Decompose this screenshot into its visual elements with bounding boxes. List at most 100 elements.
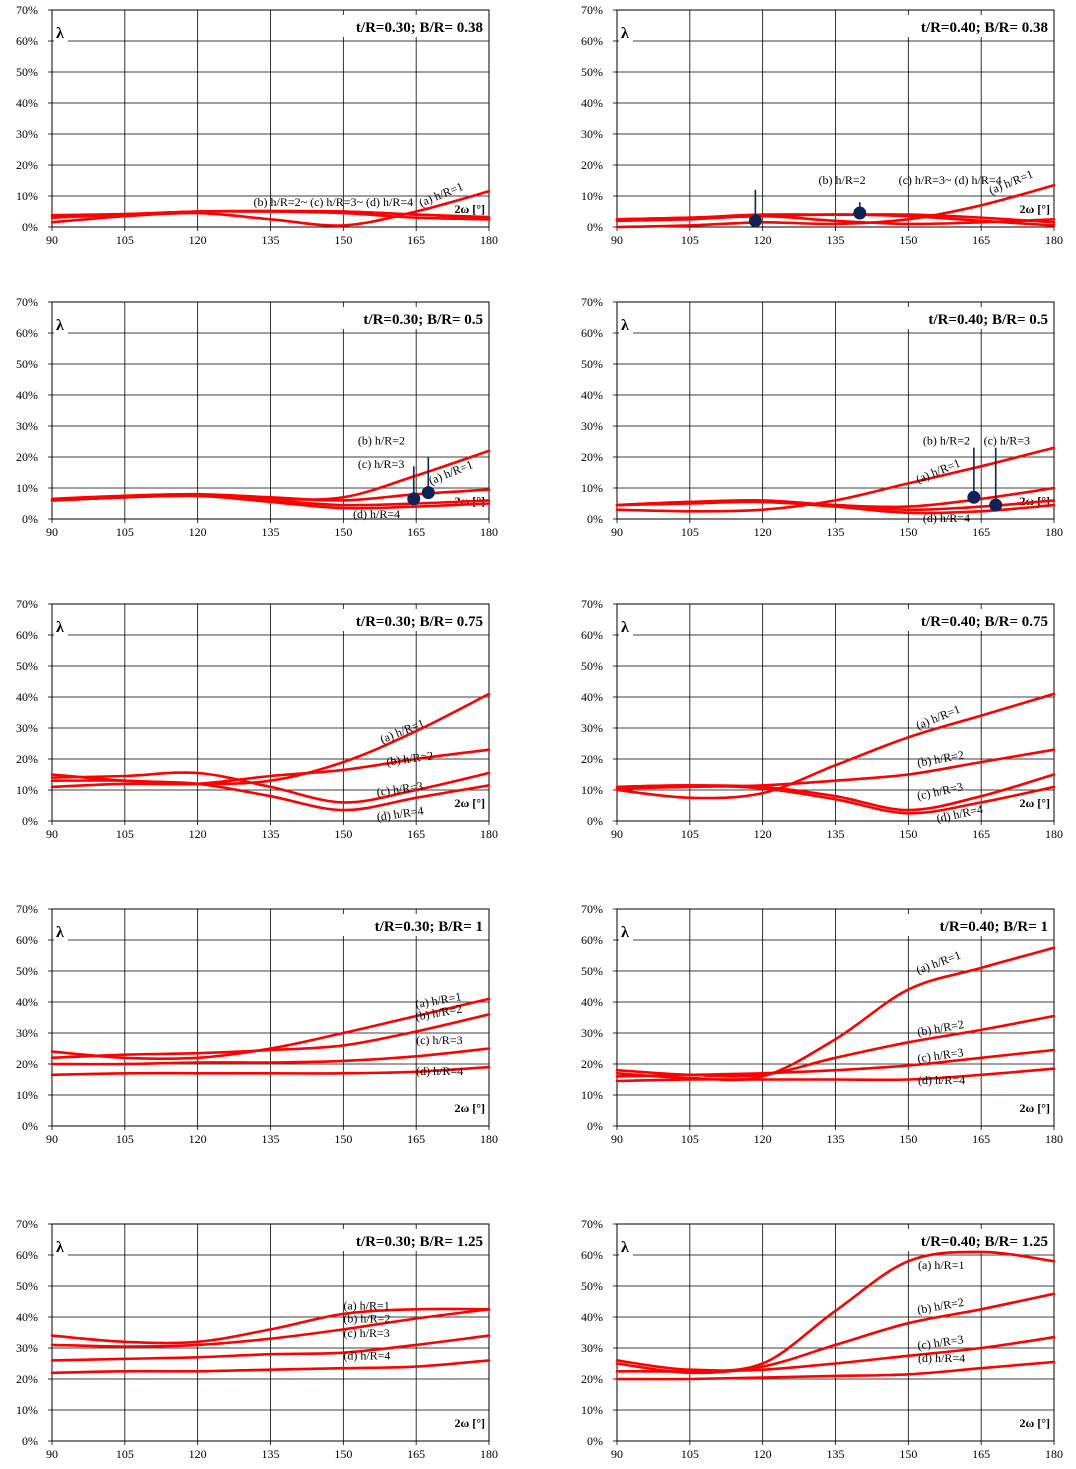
x-tick-label: 105 <box>116 1132 134 1146</box>
y-tick-label: 20% <box>581 1057 603 1071</box>
series-line-4 <box>615 784 1056 815</box>
series-line-3 <box>50 771 491 804</box>
y-tick-label: 50% <box>581 65 603 79</box>
xlabel-background <box>1008 199 1052 217</box>
x-axis-label: 2ω [°] <box>1019 202 1050 216</box>
series-line-4 <box>50 1065 491 1077</box>
x-tick-label: 180 <box>480 1132 498 1146</box>
y-tick-label: 40% <box>581 388 603 402</box>
title-background <box>876 307 1052 329</box>
y-axis-label: λ <box>621 619 629 636</box>
x-tick-label: 90 <box>611 827 623 841</box>
chart-panel-9: 0% 10% 20% 30% 40% 50% 60% 70% 90 105 120 135 150 165… <box>16 1217 498 1461</box>
x-tick-label: 105 <box>681 827 699 841</box>
series-line-3 <box>615 499 1056 512</box>
y-tick-label: 30% <box>581 721 603 735</box>
series-line-1 <box>50 1307 491 1345</box>
series-annotation: (c) h/R=3 <box>358 457 404 471</box>
y-tick-label: 40% <box>581 995 603 1009</box>
y-tick-label: 40% <box>16 690 38 704</box>
y-tick-label: 0% <box>587 1119 603 1133</box>
x-tick-label: 90 <box>611 525 623 539</box>
chart-title: t/R=0.30; B/R= 0.38 <box>356 20 483 36</box>
x-tick-label: 90 <box>46 1447 58 1461</box>
y-tick-label: 70% <box>581 295 603 309</box>
y-tick-label: 50% <box>16 357 38 371</box>
x-tick-label: 120 <box>754 1132 772 1146</box>
x-axis-label: 2ω [°] <box>454 1101 485 1115</box>
x-tick-label: 135 <box>262 525 280 539</box>
y-tick-label: 10% <box>16 1403 38 1417</box>
ylabel-background <box>619 921 633 941</box>
y-tick-label: 60% <box>581 933 603 947</box>
chart-title: t/R=0.40; B/R= 0.5 <box>928 312 1048 328</box>
chart-panel-10: 0% 10% 20% 30% 40% 50% 60% 70% 90 105 120 135 150 165… <box>581 1217 1063 1461</box>
y-tick-label: 40% <box>16 1310 38 1324</box>
chart-title: t/R=0.40; B/R= 1.25 <box>921 1234 1048 1250</box>
x-axis-label: 2ω [°] <box>454 796 485 810</box>
y-tick-label: 10% <box>16 783 38 797</box>
data-marker <box>853 206 867 220</box>
y-tick-label: 10% <box>581 783 603 797</box>
title-background <box>876 609 1052 631</box>
y-tick-label: 70% <box>581 3 603 17</box>
y-tick-label: 30% <box>16 127 38 141</box>
x-tick-label: 120 <box>754 1447 772 1461</box>
series-annotation: (b) h/R=2 <box>343 1311 390 1325</box>
y-tick-label: 10% <box>581 1403 603 1417</box>
y-tick-label: 70% <box>16 3 38 17</box>
x-tick-label: 165 <box>407 1132 425 1146</box>
chart-panel-5: 0% 10% 20% 30% 40% 50% 60% 70% 90 105 120 135 150 165… <box>16 597 498 841</box>
x-tick-label: 180 <box>480 525 498 539</box>
ylabel-background <box>54 22 68 42</box>
y-tick-label: 20% <box>581 1372 603 1386</box>
ylabel-background <box>619 314 633 334</box>
x-tick-label: 180 <box>1045 1447 1063 1461</box>
x-tick-label: 150 <box>334 525 352 539</box>
y-tick-label: 20% <box>16 158 38 172</box>
y-tick-label: 20% <box>581 158 603 172</box>
y-axis-label: λ <box>56 619 64 636</box>
y-tick-label: 30% <box>581 1341 603 1355</box>
series-line-4 <box>50 1359 491 1375</box>
x-tick-label: 105 <box>116 525 134 539</box>
x-tick-label: 105 <box>116 1447 134 1461</box>
x-tick-label: 90 <box>611 1447 623 1461</box>
series-annotation: (b) h/R=2 <box>358 434 405 448</box>
y-tick-label: 20% <box>16 752 38 766</box>
xlabel-background <box>443 199 487 217</box>
x-tick-label: 105 <box>116 827 134 841</box>
series-annotation: (c) h/R=3 <box>343 1326 389 1340</box>
y-tick-label: 50% <box>16 65 38 79</box>
x-tick-label: 105 <box>681 1447 699 1461</box>
y-axis-label: λ <box>621 924 629 941</box>
y-tick-label: 60% <box>16 326 38 340</box>
series-annotation: (d) h/R=4 <box>923 511 970 525</box>
chart-title: t/R=0.40; B/R= 0.75 <box>921 614 1048 630</box>
x-tick-label: 150 <box>334 233 352 247</box>
y-tick-label: 0% <box>587 1434 603 1448</box>
series-annotation: (d) h/R=4 <box>416 1064 463 1078</box>
y-tick-label: 60% <box>16 933 38 947</box>
y-axis-label: λ <box>621 25 629 42</box>
x-tick-label: 165 <box>972 233 990 247</box>
x-tick-label: 105 <box>681 525 699 539</box>
x-tick-label: 180 <box>480 1447 498 1461</box>
series-line-3 <box>50 1334 491 1362</box>
y-tick-label: 50% <box>581 357 603 371</box>
x-tick-label: 120 <box>189 233 207 247</box>
ylabel-background <box>54 921 68 941</box>
x-tick-label: 135 <box>262 827 280 841</box>
y-tick-label: 20% <box>16 1372 38 1386</box>
y-tick-label: 0% <box>587 512 603 526</box>
x-tick-label: 90 <box>46 1132 58 1146</box>
title-background <box>876 15 1052 37</box>
y-tick-label: 20% <box>581 450 603 464</box>
title-background <box>876 1229 1052 1251</box>
x-tick-label: 90 <box>46 233 58 247</box>
y-tick-label: 30% <box>16 419 38 433</box>
y-axis-label: λ <box>56 1239 64 1256</box>
y-tick-label: 0% <box>22 220 38 234</box>
series-line-1 <box>615 446 1056 513</box>
series-line-4 <box>615 213 1056 227</box>
